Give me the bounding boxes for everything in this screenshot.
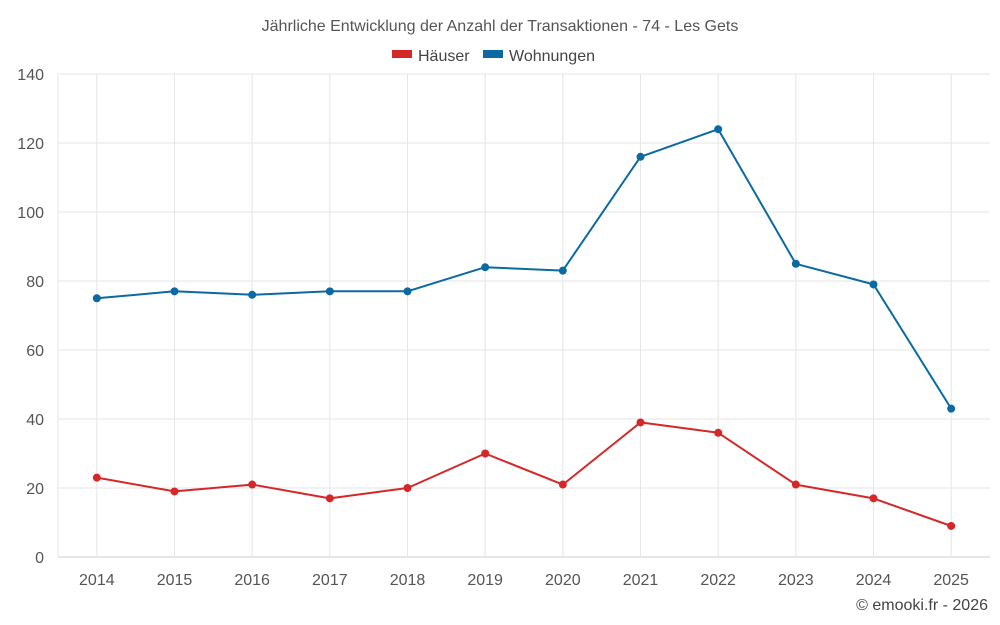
- y-axis-ticks: 0 20 40 60 80 100 120 140: [17, 67, 44, 567]
- data-point-hauser[interactable]: [947, 521, 956, 530]
- data-point-hauser[interactable]: [325, 494, 334, 503]
- data-point-wohnungen[interactable]: [92, 294, 101, 303]
- data-point-wohnungen[interactable]: [714, 125, 723, 134]
- x-axis-ticks: 2014 2015 2016 2017 2018 2019 2020 2021 2022 2023…: [79, 572, 969, 589]
- chart-title: Jährliche Entwicklung der Anzahl der Tra…: [262, 18, 739, 35]
- x-tick-label: 2014: [79, 572, 115, 589]
- data-point-wohnungen[interactable]: [403, 287, 412, 296]
- y-tick-label: 20: [26, 481, 44, 498]
- gridlines: [57, 73, 990, 558]
- x-tick-label: 2016: [234, 572, 270, 589]
- x-tick-label: 2018: [390, 572, 426, 589]
- y-tick-label: 140: [17, 67, 44, 84]
- legend-swatch-wohnungen: [483, 50, 503, 58]
- x-tick-label: 2015: [157, 572, 193, 589]
- x-tick-label: 2019: [467, 572, 503, 589]
- x-tick-label: 2020: [545, 572, 581, 589]
- x-tick-label: 2023: [778, 572, 814, 589]
- y-tick-label: 100: [17, 205, 44, 222]
- y-tick-label: 0: [35, 550, 44, 567]
- x-tick-label: 2022: [700, 572, 736, 589]
- legend-label-hauser[interactable]: Häuser: [418, 48, 470, 65]
- data-point-hauser[interactable]: [636, 418, 645, 427]
- data-point-wohnungen[interactable]: [558, 266, 567, 275]
- data-point-hauser[interactable]: [92, 473, 101, 482]
- data-point-hauser[interactable]: [481, 449, 490, 458]
- x-tick-label: 2024: [856, 572, 892, 589]
- data-point-wohnungen[interactable]: [248, 290, 257, 299]
- data-point-hauser[interactable]: [869, 494, 878, 503]
- x-tick-label: 2021: [623, 572, 659, 589]
- y-tick-label: 60: [26, 343, 44, 360]
- series-line-hauser: [96, 421, 952, 527]
- legend-label-wohnungen[interactable]: Wohnungen: [509, 48, 595, 65]
- data-point-wohnungen[interactable]: [325, 287, 334, 296]
- y-tick-label: 120: [17, 136, 44, 153]
- x-tick-label: 2025: [933, 572, 969, 589]
- data-point-wohnungen[interactable]: [170, 287, 179, 296]
- y-tick-label: 80: [26, 274, 44, 291]
- data-point-hauser[interactable]: [170, 487, 179, 496]
- y-tick-label: 40: [26, 412, 44, 429]
- data-point-wohnungen[interactable]: [791, 259, 800, 268]
- data-point-hauser[interactable]: [558, 480, 567, 489]
- credit-text: © emooki.fr - 2026: [856, 597, 988, 614]
- x-tick-label: 2017: [312, 572, 348, 589]
- series-line-wohnungen: [96, 128, 953, 410]
- data-point-hauser[interactable]: [791, 480, 800, 489]
- data-point-hauser[interactable]: [403, 484, 412, 492]
- series-layer: [92, 125, 956, 530]
- data-point-wohnungen[interactable]: [481, 263, 490, 272]
- data-point-hauser[interactable]: [248, 480, 257, 489]
- data-point-wohnungen[interactable]: [636, 152, 645, 161]
- legend: Häuser Wohnungen: [392, 48, 595, 65]
- data-point-wohnungen[interactable]: [869, 280, 878, 289]
- data-point-wohnungen[interactable]: [947, 404, 956, 413]
- data-point-hauser[interactable]: [714, 428, 723, 437]
- legend-swatch-hauser: [392, 50, 412, 58]
